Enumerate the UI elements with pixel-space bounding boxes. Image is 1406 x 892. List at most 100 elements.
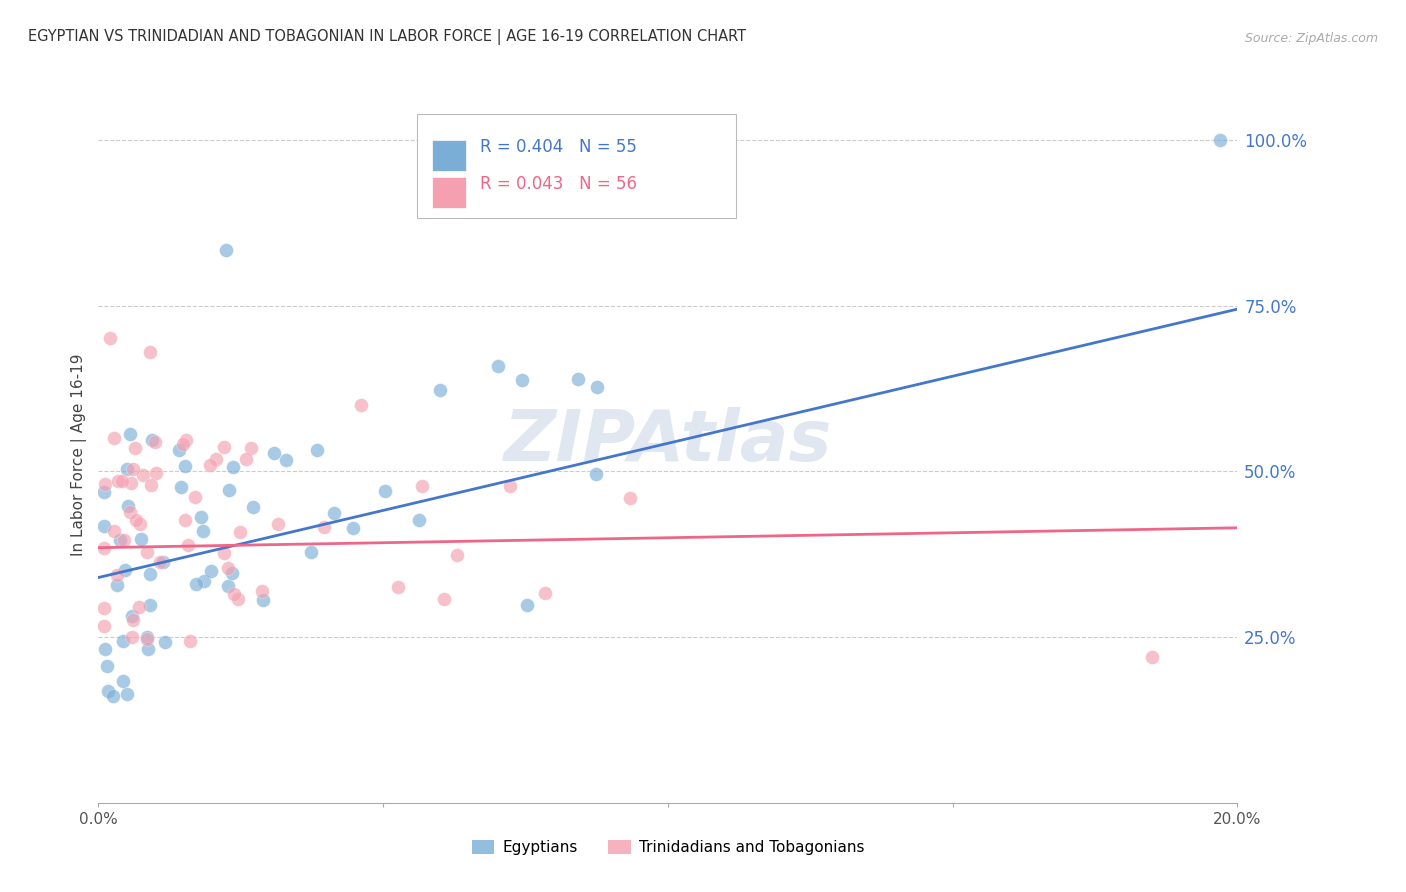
- Point: [124, 442, 146, 456]
- Point: [516, 598, 538, 612]
- Point: [177, 538, 200, 552]
- Point: [498, 478, 520, 492]
- Point: [93, 619, 115, 633]
- Point: [387, 580, 409, 594]
- Point: [429, 383, 451, 397]
- Point: [218, 483, 240, 497]
- Point: [122, 461, 145, 475]
- Point: [191, 524, 214, 538]
- Legend: Egyptians, Trinidadians and Tobagonians: Egyptians, Trinidadians and Tobagonians: [465, 834, 870, 862]
- Point: [1140, 650, 1163, 665]
- Point: [112, 533, 135, 547]
- Point: [205, 452, 228, 467]
- Point: [567, 371, 589, 385]
- Point: [217, 579, 239, 593]
- Point: [200, 458, 222, 472]
- Bar: [418, 114, 737, 219]
- Point: [136, 641, 159, 656]
- Point: [299, 545, 322, 559]
- Point: [172, 437, 194, 451]
- Point: [93, 600, 115, 615]
- Point: [152, 555, 174, 569]
- Point: [267, 516, 290, 531]
- Point: [350, 398, 373, 412]
- Point: [101, 689, 124, 703]
- Point: [229, 525, 252, 540]
- Point: [239, 442, 262, 456]
- Point: [173, 513, 195, 527]
- Point: [128, 599, 150, 614]
- Point: [103, 524, 125, 538]
- Point: [115, 687, 138, 701]
- Point: [93, 485, 115, 500]
- Point: [121, 613, 143, 627]
- Point: [97, 683, 120, 698]
- Text: R = 0.043   N = 56: R = 0.043 N = 56: [479, 175, 637, 193]
- Point: [486, 359, 509, 373]
- Text: R = 0.404   N = 55: R = 0.404 N = 55: [479, 138, 637, 156]
- Point: [534, 586, 557, 600]
- Y-axis label: In Labor Force | Age 16-19: In Labor Force | Age 16-19: [72, 353, 87, 557]
- Point: [212, 441, 235, 455]
- Point: [96, 659, 118, 673]
- Point: [510, 373, 533, 387]
- Point: [314, 520, 336, 534]
- Point: [235, 452, 257, 467]
- Point: [184, 577, 207, 591]
- Point: [193, 574, 215, 588]
- Point: [263, 445, 285, 459]
- Point: [200, 564, 222, 578]
- Point: [94, 477, 117, 491]
- Point: [179, 634, 201, 648]
- Point: [446, 548, 468, 562]
- Point: [114, 563, 136, 577]
- Point: [242, 500, 264, 514]
- Point: [125, 513, 148, 527]
- Point: [586, 380, 609, 394]
- Point: [342, 521, 364, 535]
- Point: [139, 344, 162, 359]
- Point: [212, 546, 235, 560]
- Point: [252, 592, 274, 607]
- Point: [105, 578, 128, 592]
- Point: [136, 545, 159, 559]
- Point: [117, 462, 139, 476]
- Point: [322, 506, 344, 520]
- Bar: [432, 140, 467, 171]
- Point: [174, 459, 197, 474]
- Point: [190, 510, 212, 524]
- Text: Source: ZipAtlas.com: Source: ZipAtlas.com: [1244, 31, 1378, 45]
- Point: [139, 566, 162, 581]
- Point: [135, 632, 157, 647]
- Point: [136, 630, 159, 644]
- Point: [139, 478, 162, 492]
- Bar: [432, 177, 467, 208]
- Point: [174, 433, 197, 447]
- Point: [121, 630, 143, 644]
- Point: [149, 555, 172, 569]
- Point: [183, 490, 205, 504]
- Point: [411, 479, 433, 493]
- Point: [120, 427, 142, 442]
- Point: [145, 466, 167, 480]
- Point: [274, 452, 297, 467]
- Point: [108, 533, 131, 548]
- Point: [139, 598, 162, 612]
- Point: [585, 467, 607, 482]
- Point: [105, 567, 128, 582]
- Point: [121, 609, 143, 624]
- Point: [118, 505, 141, 519]
- Point: [250, 584, 273, 599]
- Point: [222, 587, 245, 601]
- Point: [215, 243, 238, 257]
- Point: [129, 532, 152, 546]
- Point: [143, 435, 166, 450]
- Point: [98, 331, 121, 345]
- Point: [107, 475, 129, 489]
- Point: [120, 476, 142, 491]
- Point: [141, 433, 163, 447]
- Point: [111, 474, 134, 488]
- Point: [217, 561, 239, 575]
- Point: [408, 512, 430, 526]
- Point: [111, 634, 134, 648]
